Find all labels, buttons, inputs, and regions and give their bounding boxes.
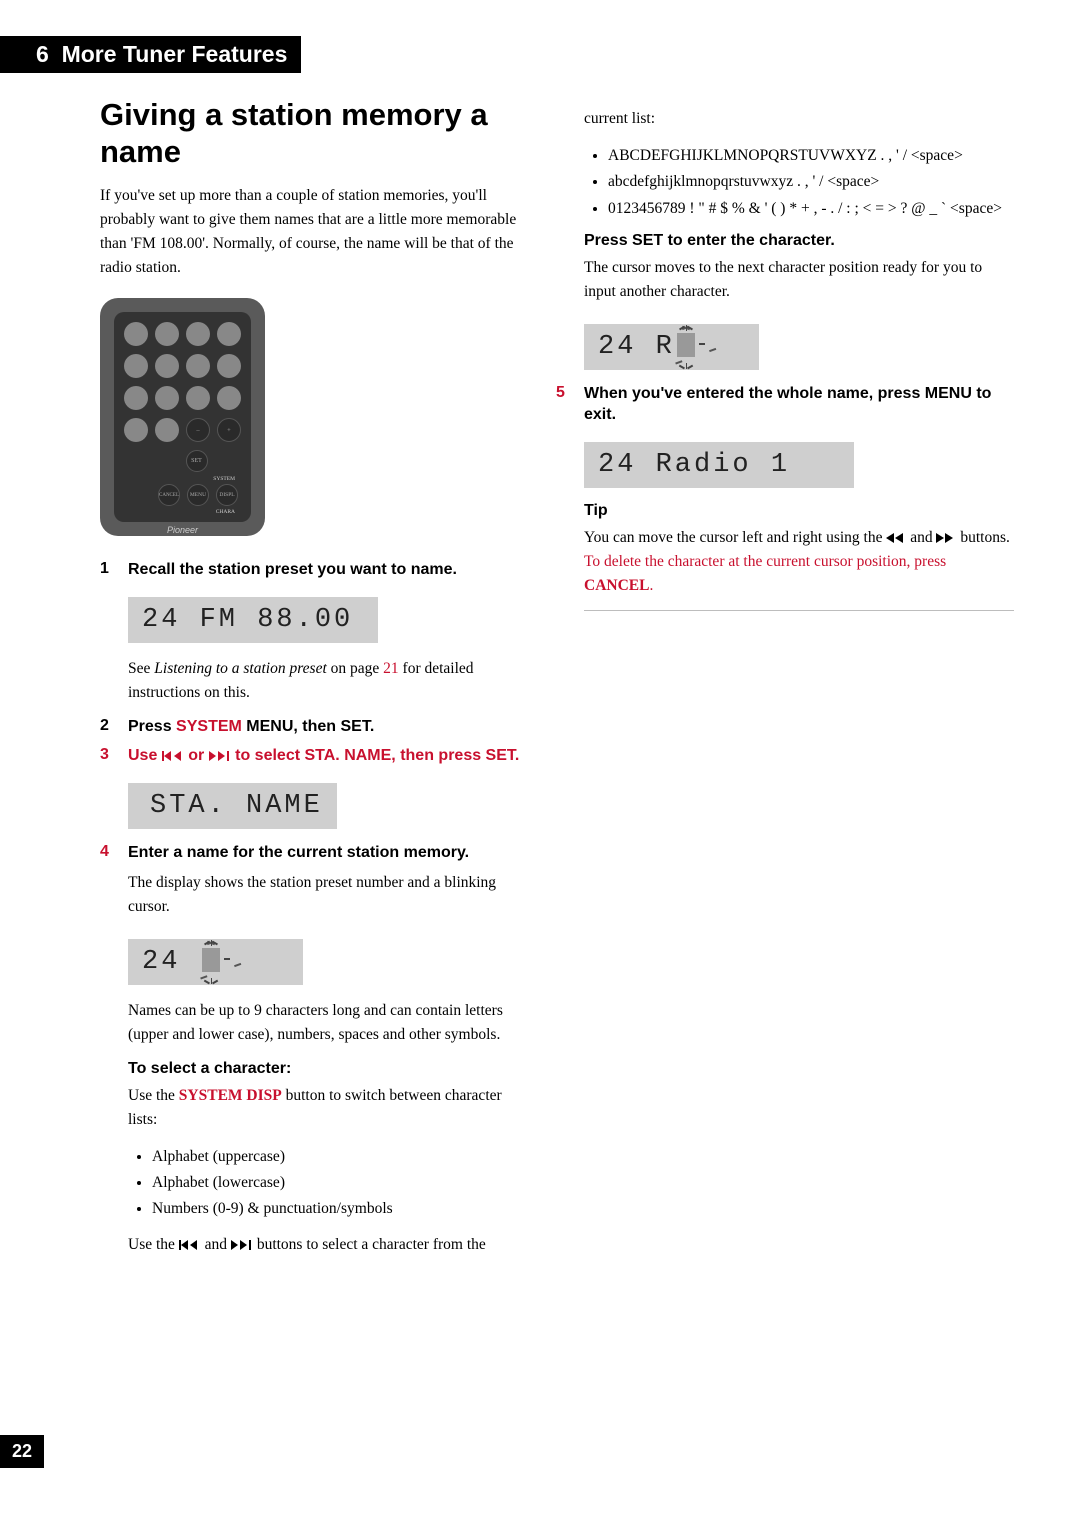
chapter-bar: 6 More Tuner Features — [0, 36, 301, 73]
list-item: ABCDEFGHIJKLMNOPQRSTUVWXYZ . , ' / <spac… — [608, 143, 1014, 169]
remote-prev-button: – — [186, 418, 210, 442]
list-item: Alphabet (uppercase) — [152, 1144, 530, 1170]
remote-cancel-button: CANCEL — [158, 484, 180, 506]
step-1: 1 Recall the station preset you want to … — [100, 560, 530, 581]
step-text: Press SYSTEM MENU, then SET. — [128, 717, 374, 738]
remote-brand: Pioneer — [167, 525, 198, 535]
skip-fwd-icon — [209, 750, 231, 762]
blink-cursor-icon — [675, 332, 697, 362]
lcd-display-staname: STA. NAME — [128, 783, 337, 829]
tip-divider — [584, 610, 1014, 611]
skip-back-icon — [162, 750, 184, 762]
remote-disp-button: DISPL — [216, 484, 238, 506]
step-3: 3 Use or to select STA. NAME, then press… — [100, 746, 530, 767]
lcd-display-24-blink: 24 — [128, 939, 303, 985]
intro-paragraph: If you've set up more than a couple of s… — [100, 184, 530, 280]
skip-fwd-icon — [231, 1239, 253, 1251]
charset-list: ABCDEFGHIJKLMNOPQRSTUVWXYZ . , ' / <spac… — [608, 143, 1014, 222]
press-set-body: The cursor moves to the next character p… — [584, 256, 1014, 304]
step-4: 4 Enter a name for the current station m… — [100, 843, 530, 864]
list-item: 0123456789 ! " # $ % & ' ( ) * + , - . /… — [608, 196, 1014, 222]
page-number: 22 — [0, 1435, 44, 1468]
blink-cursor-icon — [200, 947, 222, 977]
remote-system-label: SYSTEM — [213, 476, 235, 482]
page-title: Giving a station memory a name — [100, 97, 530, 170]
remote-inner: –+ SET SYSTEM CANCEL MENU DISPL CHARA Pi… — [114, 312, 251, 522]
select-char-heading: To select a character: — [128, 1060, 530, 1078]
lcd-display-fm: 24 FM 88.00 — [128, 597, 378, 643]
rewind-icon — [886, 532, 906, 544]
right-column: current list: ABCDEFGHIJKLMNOPQRSTUVWXYZ… — [584, 97, 1014, 1269]
step-text: Use or to select STA. NAME, then press S… — [128, 746, 519, 767]
remote-illustration: –+ SET SYSTEM CANCEL MENU DISPL CHARA Pi… — [100, 298, 265, 536]
step-2: 2 Press SYSTEM MENU, then SET. — [100, 717, 530, 738]
step-number: 4 — [100, 843, 114, 864]
step1-note: See Listening to a station preset on pag… — [128, 657, 530, 705]
lcd-display-24r: 24 R — [584, 324, 759, 370]
list-item: Numbers (0-9) & punctuation/symbols — [152, 1196, 530, 1222]
current-list-label: current list: — [584, 107, 1014, 131]
left-column: Giving a station memory a name If you've… — [100, 97, 530, 1269]
tip-heading: Tip — [584, 502, 1014, 520]
step-number: 1 — [100, 560, 114, 581]
press-set-heading: Press SET to enter the character. — [584, 232, 1014, 250]
remote-next-button: + — [217, 418, 241, 442]
content-columns: Giving a station memory a name If you've… — [60, 97, 1020, 1269]
step-text: Recall the station preset you want to na… — [128, 560, 457, 581]
step-text: Enter a name for the current station mem… — [128, 843, 469, 864]
step-5: 5 When you've entered the whole name, pr… — [556, 384, 1014, 426]
forward-icon — [936, 532, 956, 544]
remote-chara-label: CHARA — [216, 509, 235, 515]
list-item: abcdefghijklmnopqrstuvwxyz . , ' / <spac… — [608, 169, 1014, 195]
skip-back-icon — [179, 1239, 201, 1251]
step4-body: The display shows the station preset num… — [128, 871, 530, 919]
remote-menu-button: MENU — [187, 484, 209, 506]
step-number: 5 — [556, 384, 570, 426]
chapter-title: More Tuner Features — [62, 41, 288, 67]
charlist-types: Alphabet (uppercase) Alphabet (lowercase… — [152, 1144, 530, 1223]
lcd-display-radio1: 24 Radio 1 — [584, 442, 854, 488]
tip-body: You can move the cursor left and right u… — [584, 526, 1014, 598]
step4-note: Names can be up to 9 characters long and… — [128, 999, 530, 1047]
select-char-tail: Use the and buttons to select a characte… — [128, 1233, 530, 1257]
select-char-body: Use the SYSTEM DISP button to switch bet… — [128, 1084, 530, 1132]
remote-set-button: SET — [186, 450, 208, 472]
list-item: Alphabet (lowercase) — [152, 1170, 530, 1196]
step-text: When you've entered the whole name, pres… — [584, 384, 1014, 426]
step-number: 3 — [100, 746, 114, 767]
step-number: 2 — [100, 717, 114, 738]
chapter-num: 6 — [36, 41, 49, 67]
